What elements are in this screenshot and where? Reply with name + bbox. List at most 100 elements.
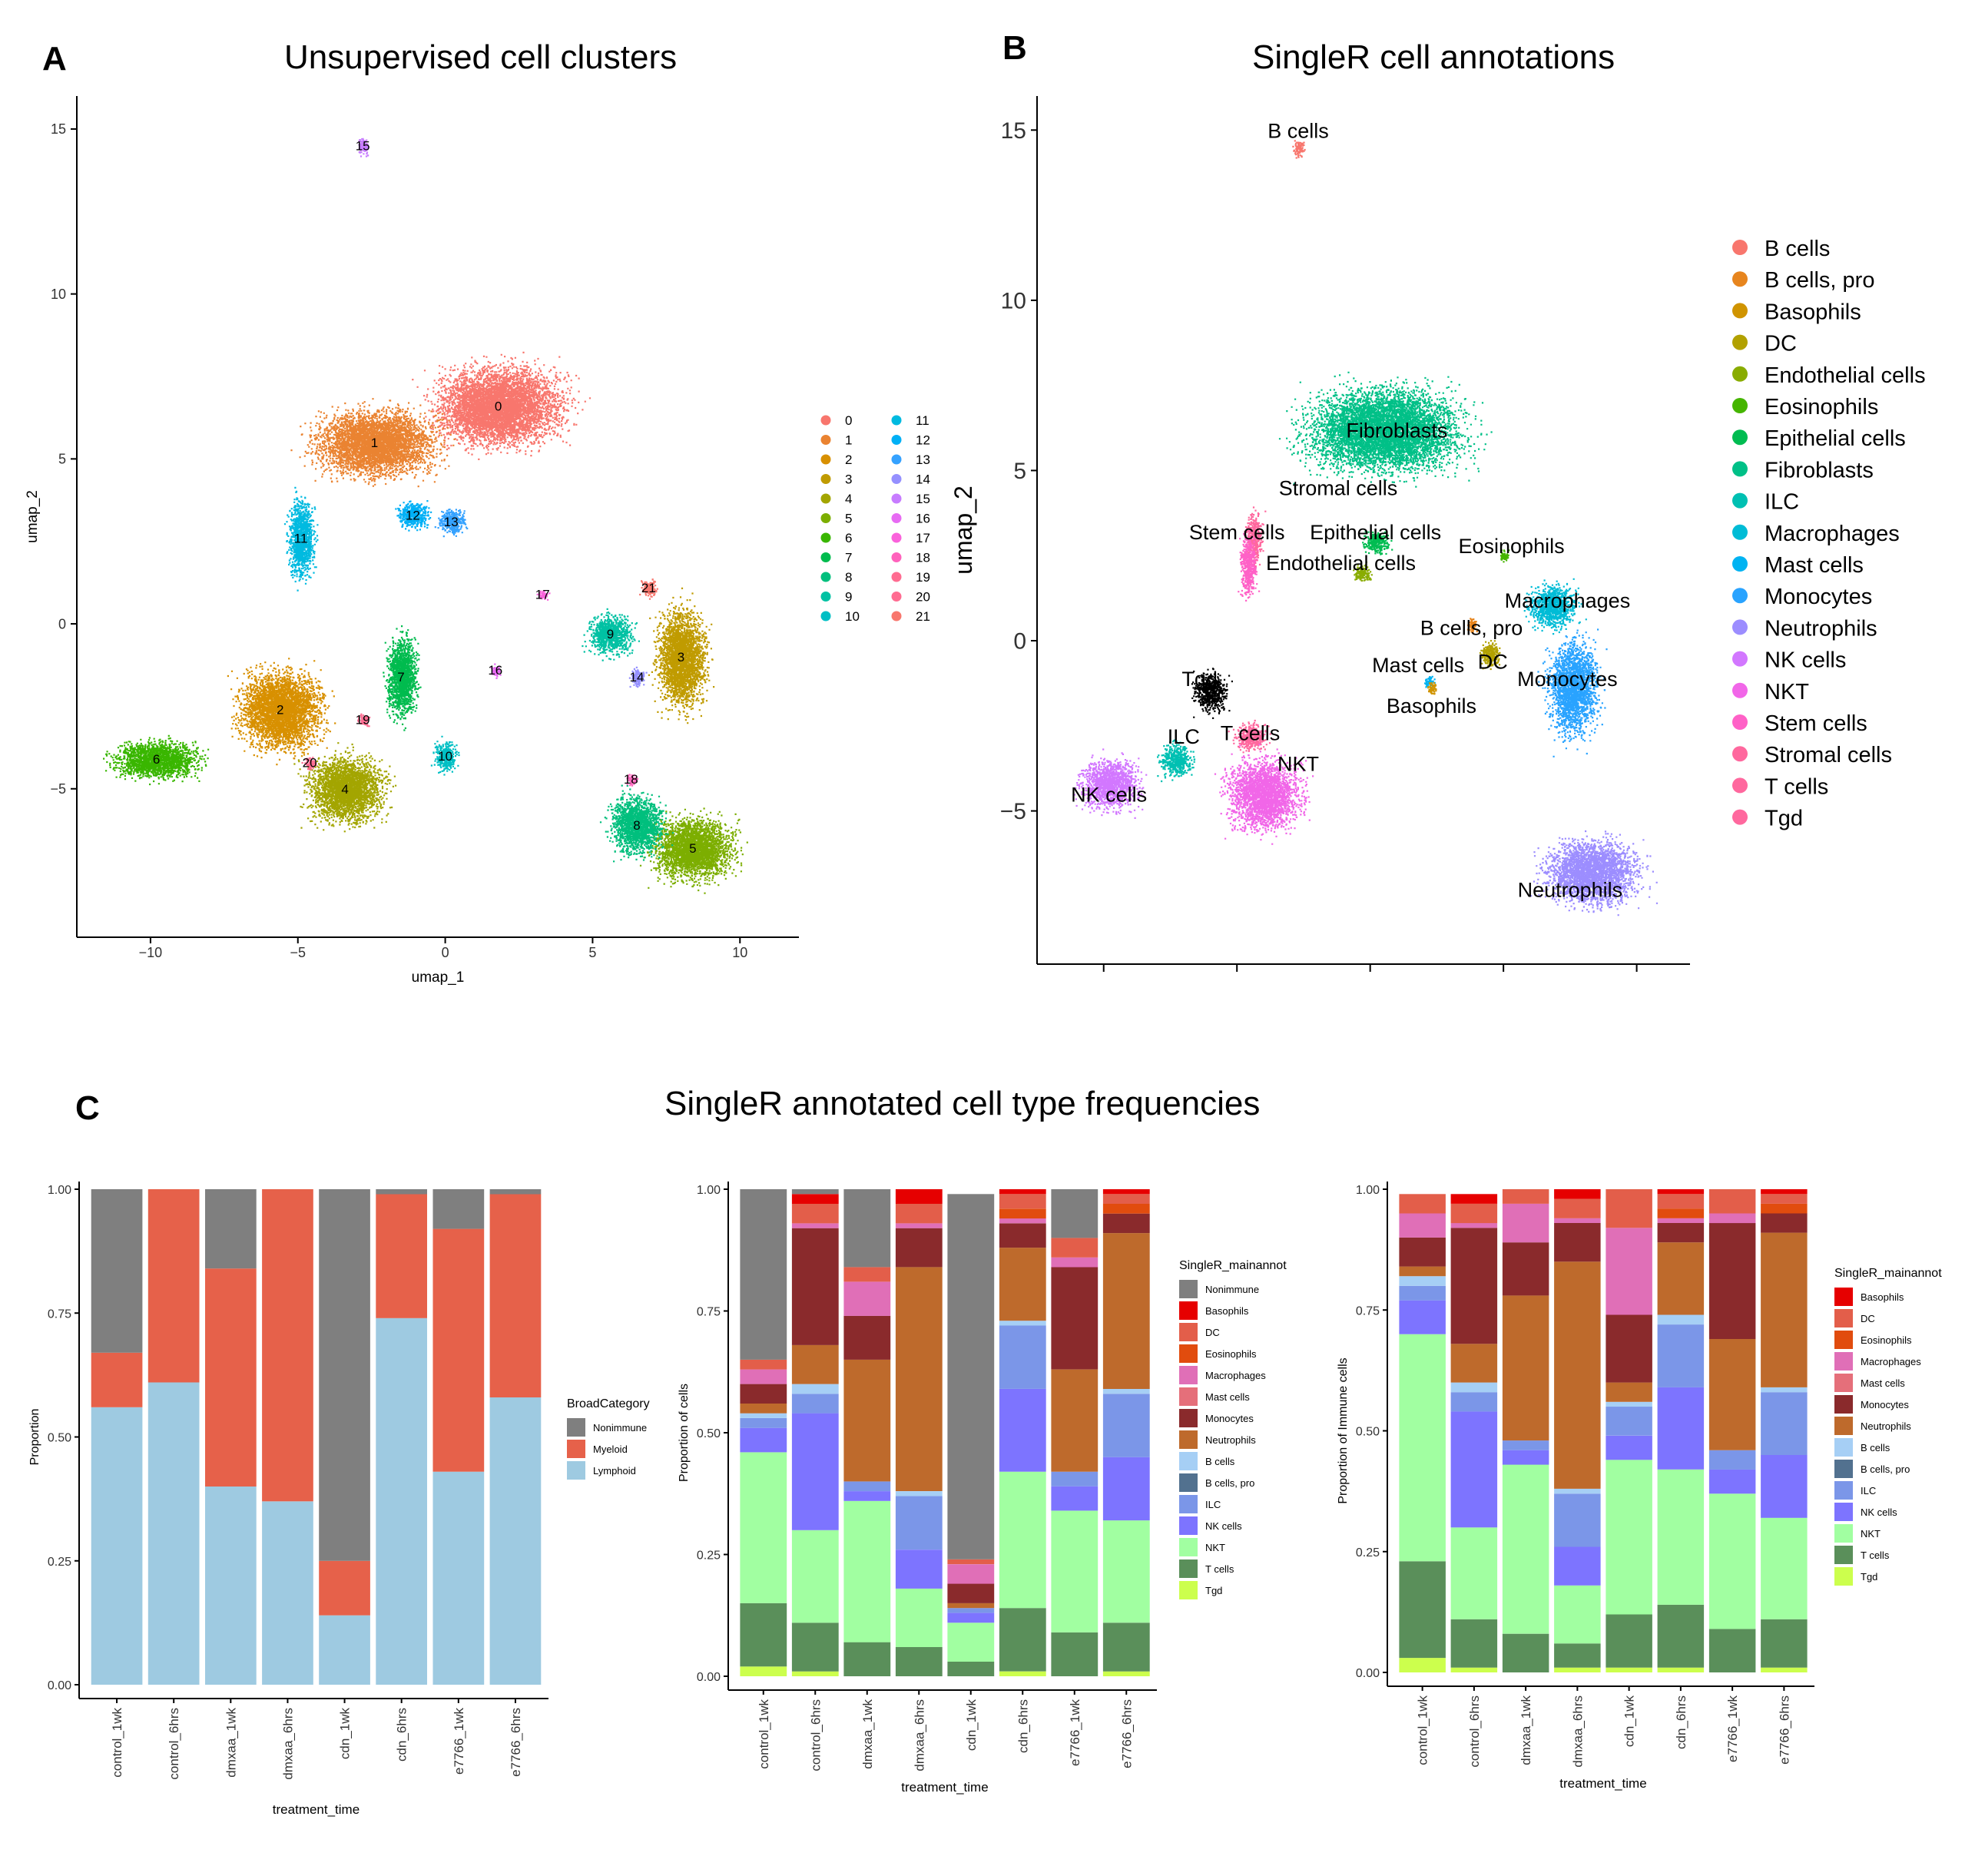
legend-label-B cells, pro: B cells, pro bbox=[1861, 1463, 1910, 1475]
bar-segment-ILC bbox=[791, 1394, 839, 1414]
bar-segment-Lymphoid bbox=[376, 1318, 427, 1685]
y-axis-label: Proportion of Immune cells bbox=[1337, 1357, 1350, 1503]
bar-segment-Monocytes bbox=[1051, 1267, 1099, 1370]
x-tick-label-dmxaa_1wk: dmxaa_1wk bbox=[860, 1699, 875, 1769]
legend-label-Mast cells: Mast cells bbox=[1765, 553, 1864, 578]
cluster-points-11 bbox=[283, 486, 319, 592]
bar-segment-T cells bbox=[740, 1603, 787, 1667]
cluster-points-Epithelial cells bbox=[1362, 530, 1393, 555]
bar-segment-Neutrophils bbox=[1708, 1339, 1756, 1450]
bar-segment-NK cells bbox=[740, 1427, 787, 1453]
cluster-points-B cells bbox=[1292, 140, 1306, 159]
bar-segment-B cells bbox=[1554, 1489, 1601, 1494]
legend-swatch-Mast cells bbox=[1732, 556, 1748, 572]
bar-segment-B cells bbox=[791, 1384, 839, 1394]
legend-label-Monocytes: Monocytes bbox=[1861, 1399, 1909, 1410]
bar-segment-NKT bbox=[999, 1471, 1046, 1609]
bar-segment-T cells bbox=[1657, 1604, 1705, 1668]
legend-label-20: 20 bbox=[916, 590, 930, 605]
bar-segment-DC bbox=[791, 1204, 839, 1224]
bar-segment-Macrophages bbox=[1657, 1218, 1705, 1223]
legend-swatch-B cells bbox=[1732, 240, 1748, 255]
bar-segment-T cells bbox=[947, 1662, 995, 1676]
cluster-label-18: 18 bbox=[624, 772, 638, 787]
x-tick-label-dmxaa_6hrs: dmxaa_6hrs bbox=[280, 1708, 295, 1780]
bar-segment-DC bbox=[895, 1204, 943, 1224]
legend-label-ILC: ILC bbox=[1205, 1499, 1221, 1510]
bar-segment-NKT bbox=[1399, 1334, 1446, 1562]
legend-swatch-DC bbox=[1179, 1323, 1198, 1341]
legend-swatch-14 bbox=[891, 474, 902, 484]
legend-swatch-Mast cells bbox=[1834, 1374, 1853, 1392]
y-tick-label: 0 bbox=[58, 616, 66, 631]
bar-segment-Neutrophils bbox=[791, 1344, 839, 1384]
legend-label-3: 3 bbox=[845, 472, 852, 487]
bar-segment-ILC bbox=[947, 1608, 995, 1613]
legend-swatch-Fibroblasts bbox=[1732, 461, 1748, 477]
x-axis-label: umap_1 bbox=[412, 969, 465, 986]
bar-segment-NKT bbox=[1502, 1464, 1549, 1634]
bar-segment-Tgd bbox=[740, 1666, 787, 1676]
bar-segment-Eosinophils bbox=[999, 1208, 1046, 1219]
y-axis-label: Proportion of cells bbox=[678, 1384, 691, 1482]
annotation-label-DC: DC bbox=[1478, 651, 1508, 674]
annotation-label-Tgd: Tgd bbox=[1181, 668, 1218, 691]
legend-label-DC: DC bbox=[1765, 332, 1797, 356]
legend-swatch-Basophils bbox=[1732, 303, 1748, 319]
bar-segment-T cells bbox=[1399, 1561, 1446, 1659]
y-tick-label: 15 bbox=[1001, 118, 1026, 144]
legend-label-13: 13 bbox=[916, 452, 930, 467]
bar-segment-Neutrophils bbox=[947, 1603, 995, 1609]
bar-segment-Myeloid bbox=[319, 1560, 370, 1616]
x-tick-label-e7766_1wk: e7766_1wk bbox=[452, 1708, 466, 1775]
bar-segment-ILC bbox=[895, 1496, 943, 1550]
bar-segment-NK cells bbox=[1554, 1546, 1601, 1586]
bar-segment-NK cells bbox=[1051, 1486, 1099, 1511]
bar-segment-Neutrophils bbox=[1657, 1242, 1705, 1315]
x-tick-label-dmxaa_6hrs: dmxaa_6hrs bbox=[912, 1699, 926, 1772]
bar-segment-Neutrophils bbox=[895, 1267, 943, 1491]
cluster-points-Fibroblasts bbox=[1278, 371, 1493, 488]
x-tick-label: −5 bbox=[290, 945, 306, 960]
y-tick-label: −5 bbox=[1000, 799, 1026, 824]
bar-segment-NKT bbox=[1102, 1520, 1150, 1623]
legend-swatch-B cells bbox=[1834, 1438, 1853, 1457]
legend-swatch-NKT bbox=[1179, 1538, 1198, 1556]
legend-swatch-5 bbox=[820, 513, 831, 523]
legend-label-21: 21 bbox=[916, 609, 930, 624]
bar-segment-Tgd bbox=[1761, 1667, 1808, 1672]
cluster-points-T cells bbox=[1228, 719, 1274, 754]
bar-segment-Neutrophils bbox=[1606, 1382, 1652, 1402]
annotation-label-Epithelial cells: Epithelial cells bbox=[1310, 521, 1441, 544]
bar-segment-DC bbox=[1606, 1189, 1652, 1228]
cluster-points-13 bbox=[434, 509, 469, 538]
bar-segment-Monocytes bbox=[895, 1228, 943, 1268]
bar-segment-T cells bbox=[1761, 1619, 1808, 1668]
legend-swatch-DC bbox=[1732, 334, 1748, 350]
cluster-points-DC bbox=[1479, 640, 1501, 671]
bar-segment-DC bbox=[947, 1559, 995, 1565]
legend-swatch-T cells bbox=[1834, 1546, 1853, 1564]
cluster-label-19: 19 bbox=[356, 713, 370, 728]
bar-segment-Lymphoid bbox=[432, 1471, 485, 1685]
x-tick-label-e7766_6hrs: e7766_6hrs bbox=[1119, 1699, 1134, 1768]
legend-label-18: 18 bbox=[916, 551, 930, 565]
legend-label-Tgd: Tgd bbox=[1861, 1571, 1877, 1583]
bar-segment-NKT bbox=[1051, 1510, 1099, 1632]
cluster-points-16 bbox=[490, 663, 502, 679]
legend-label-12: 12 bbox=[916, 433, 930, 448]
bar-segment-B cells bbox=[999, 1321, 1046, 1326]
y-tick-label: 1.00 bbox=[1356, 1184, 1380, 1197]
bar-segment-Nonimmune bbox=[740, 1189, 787, 1360]
x-tick-label: −10 bbox=[139, 945, 163, 960]
y-tick-label: 10 bbox=[51, 287, 66, 302]
panel-b-letter: B bbox=[1002, 29, 1027, 67]
legend-swatch-Macrophages bbox=[1834, 1352, 1853, 1371]
legend-swatch-Basophils bbox=[1834, 1288, 1853, 1306]
bar-segment-T cells bbox=[791, 1622, 839, 1672]
legend-label-Basophils: Basophils bbox=[1765, 300, 1861, 324]
y-axis-label: Proportion bbox=[28, 1409, 41, 1466]
bar-segment-Myeloid bbox=[432, 1228, 485, 1472]
annotation-label-Neutrophils: Neutrophils bbox=[1518, 879, 1623, 902]
cluster-points-7 bbox=[383, 625, 422, 731]
